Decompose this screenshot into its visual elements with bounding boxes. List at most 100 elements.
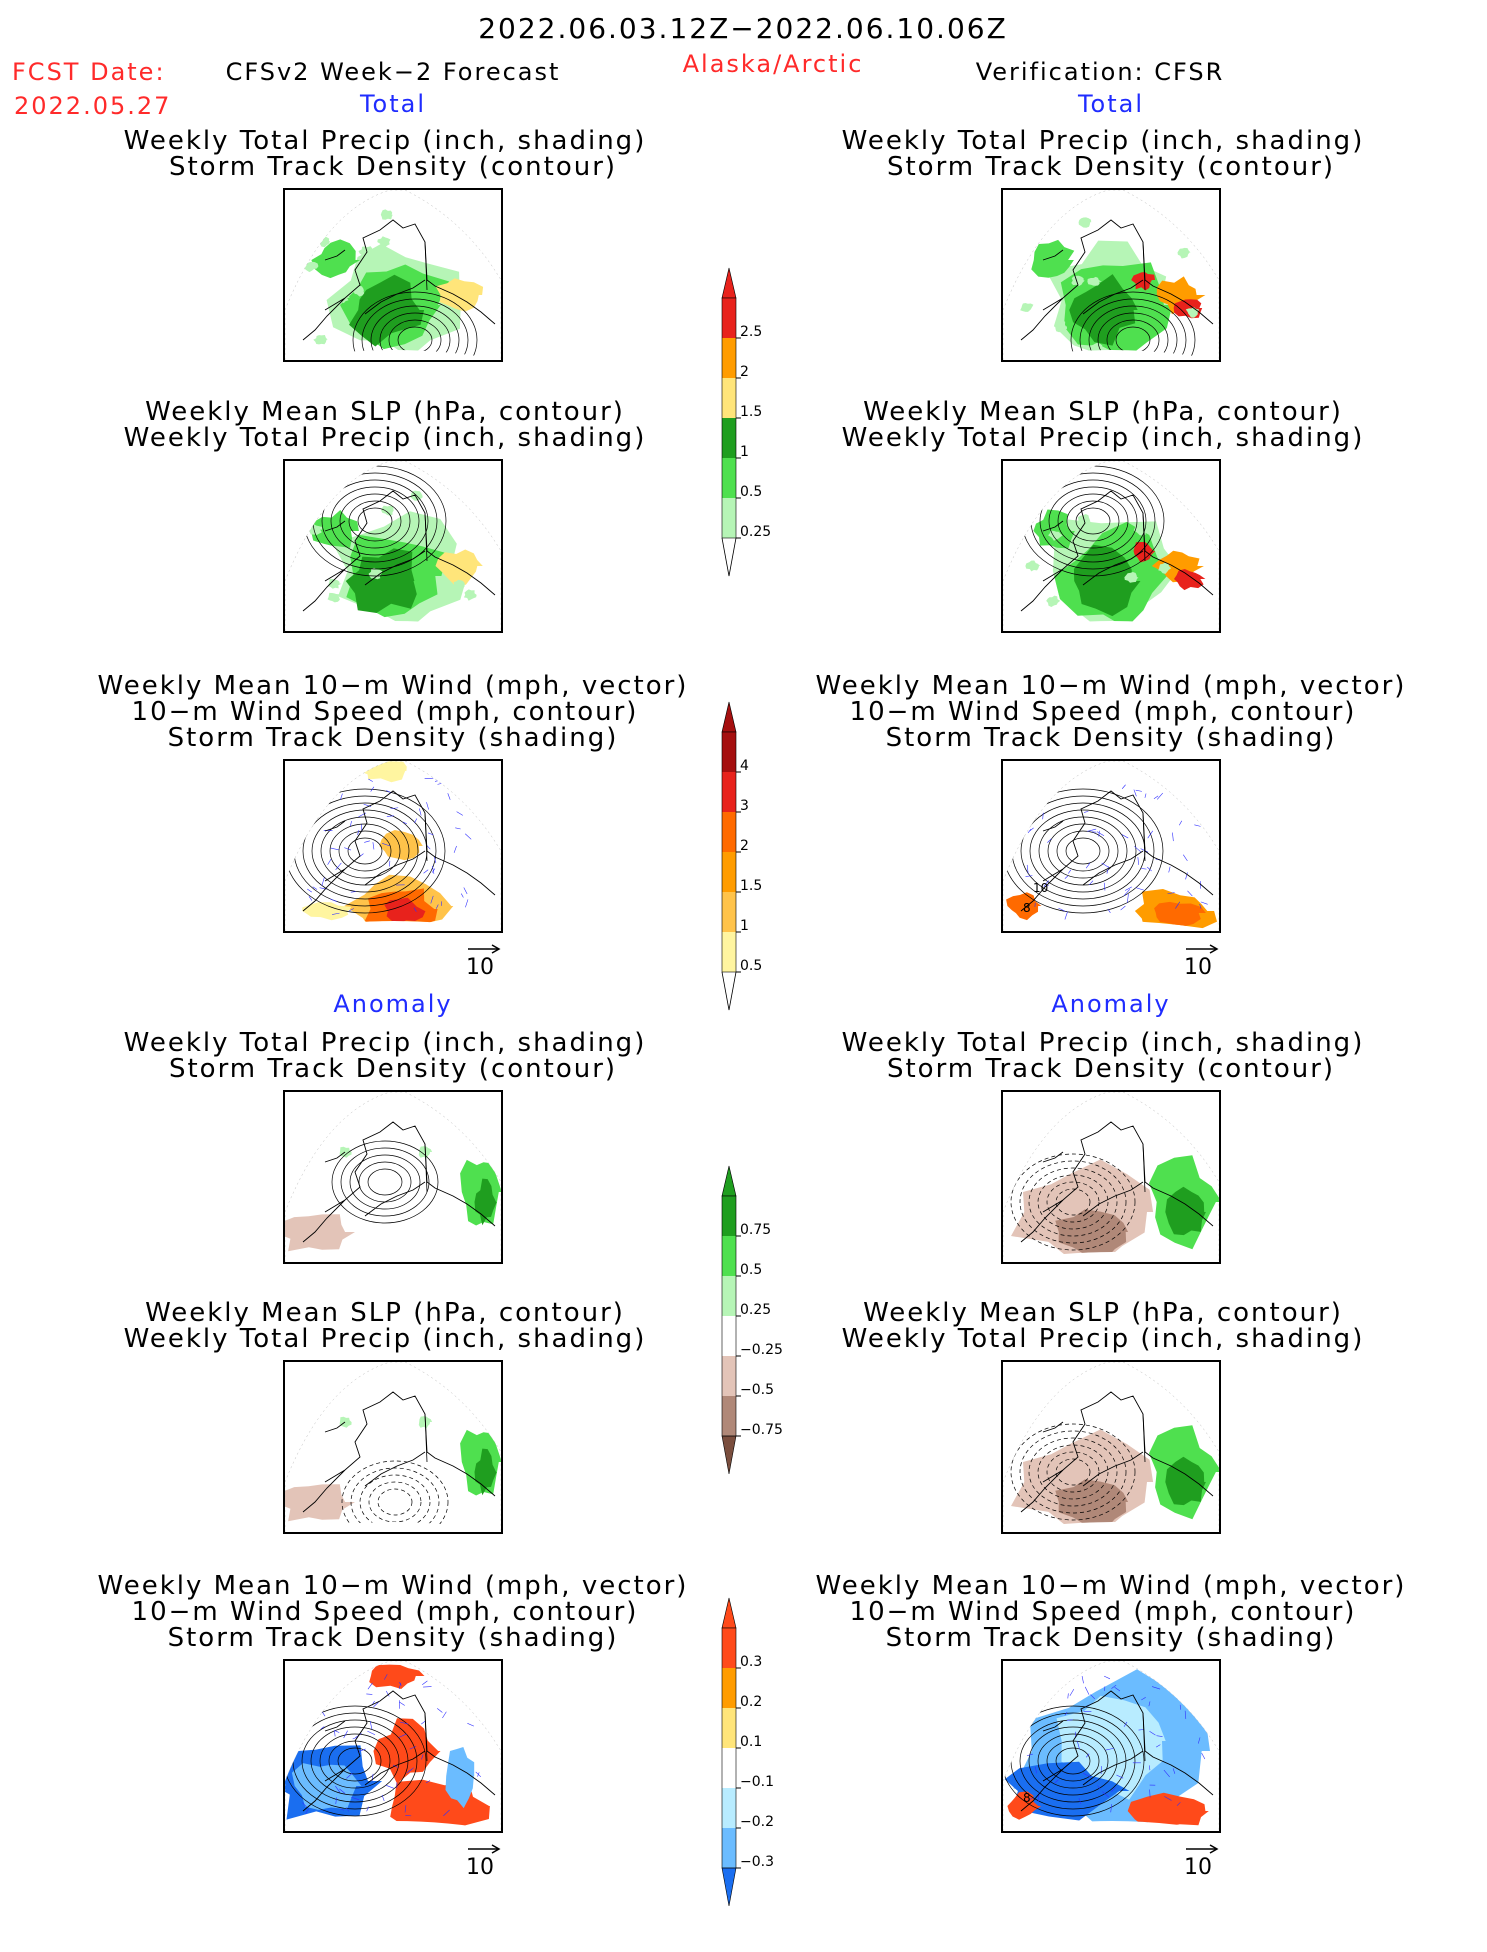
contour-line (339, 831, 391, 871)
section-total-verification: Total (1078, 90, 1144, 118)
colorbar-svg: 0.30.20.1−0.1−0.2−0.3 (722, 1598, 822, 1948)
wind-vector (465, 899, 468, 907)
shaded-area (1178, 248, 1191, 259)
map-canvas (285, 1661, 501, 1831)
title-wind-vf-2: 10−m Wind Speed (mph, contour) (850, 699, 1357, 725)
wind-vector (1201, 902, 1208, 904)
colorbar-swatch (722, 852, 736, 892)
vector-reference-label: 10 (1184, 1855, 1212, 1880)
map-wind-storm-anomaly-verification: 8 (1001, 1659, 1221, 1833)
wind-vector (312, 796, 314, 802)
shaded-area (340, 1417, 352, 1428)
contour-line (1048, 824, 1118, 878)
section-anomaly-forecast: Anomaly (333, 990, 452, 1018)
region-label: Alaska/Arctic (683, 50, 864, 78)
wind-vector (364, 841, 370, 843)
wind-vector (353, 1738, 357, 1739)
section-total-forecast: Total (360, 90, 426, 118)
shaded-area (464, 589, 477, 600)
colorbar-swatch (722, 338, 736, 378)
map-canvas (1003, 1661, 1219, 1831)
colorbar-label: 0.25 (740, 524, 771, 540)
wind-vector (1187, 891, 1192, 896)
wind-vector (1107, 866, 1109, 873)
map-wind-storm-total-verification: 10 8 (1001, 759, 1221, 933)
wind-vector (448, 793, 450, 799)
title-precip-storm-vf-1: Weekly Total Precip (inch, shading) (842, 128, 1365, 154)
wind-vector (1068, 1693, 1069, 1698)
wind-vector (367, 1807, 369, 1812)
wind-vector (1172, 1675, 1175, 1681)
title-slp-precip-anom-vf-1: Weekly Mean SLP (hPa, contour) (863, 1300, 1343, 1326)
wind-vector (322, 1712, 325, 1716)
contour-line (1066, 838, 1100, 864)
wind-vector (1065, 912, 1068, 920)
wind-vector (1085, 1687, 1089, 1695)
wind-vector (351, 892, 356, 893)
colorbar-label: 0.2 (740, 1694, 762, 1710)
title-slp-precip-vf-2: Weekly Total Precip (inch, shading) (842, 425, 1365, 451)
wind-vector (1136, 888, 1144, 891)
wind-vector (1172, 794, 1176, 795)
colorbar-arrow-bottom (722, 1436, 736, 1474)
wind-vector (1171, 781, 1173, 785)
shaded-area (285, 1484, 355, 1521)
title-slp-precip-anom-vf-2: Weekly Total Precip (inch, shading) (842, 1326, 1365, 1352)
contour-line (360, 1475, 430, 1529)
shaded-area (328, 593, 340, 603)
shaded-area (1174, 569, 1205, 590)
vector-reference-anomaly-verification: 10 (1184, 1855, 1212, 1880)
wind-vector (1134, 846, 1141, 852)
contour-line (359, 1162, 411, 1202)
colorbar-label: 1.5 (740, 404, 762, 420)
wind-vector (467, 1723, 473, 1726)
wind-vector (1183, 855, 1187, 861)
wind-vector (322, 878, 324, 886)
wind-vector (1070, 1689, 1074, 1696)
wind-vector (1068, 870, 1071, 874)
colorbar-arrow-top (722, 702, 736, 732)
wind-vector (1136, 790, 1142, 791)
wind-vector (331, 848, 339, 850)
title-wind-anom-fc-3: Storm Track Density (shading) (168, 1625, 619, 1651)
shaded-area (311, 239, 360, 278)
shaded-area (390, 1780, 490, 1831)
colorbar-svg: 0.750.50.25−0.25−0.5−0.75 (722, 1166, 822, 1516)
wind-vector (324, 1687, 330, 1689)
shaded-area (369, 1665, 424, 1689)
wind-vector (372, 1774, 373, 1781)
map-canvas (285, 1362, 501, 1532)
colorbar-label: 0.25 (740, 1302, 771, 1318)
wind-vector (334, 1730, 335, 1736)
title-precip-storm-anom-fc-1: Weekly Total Precip (inch, shading) (124, 1030, 647, 1056)
wind-vector (1193, 1681, 1194, 1688)
colorbar-swatch (722, 1316, 736, 1356)
model-label: CFSv2 Week−2 Forecast (226, 58, 561, 86)
wind-vector (455, 828, 460, 829)
colorbar-svg: 2.521.510.50.25 (722, 268, 822, 578)
title-slp-precip-anom-fc-1: Weekly Mean SLP (hPa, contour) (145, 1300, 625, 1326)
wind-vector (358, 830, 360, 835)
wind-vector (326, 1696, 329, 1703)
contour-line (348, 838, 382, 864)
map-slp-precip-total-forecast (283, 459, 503, 633)
colorbar-swatch (722, 732, 736, 772)
wind-vector (424, 870, 429, 874)
colorbar-label: −0.75 (740, 1422, 783, 1438)
wind-vector (1122, 785, 1125, 789)
colorbar-swatch (722, 812, 736, 852)
colorbar-swatch (722, 1628, 736, 1668)
wind-vector (1194, 825, 1200, 827)
wind-vector (1043, 813, 1044, 819)
map-precip-storm-total-forecast (283, 188, 503, 362)
colorbar-label: 1.5 (740, 878, 762, 894)
wind-vector (442, 1712, 446, 1718)
wind-vector (422, 1681, 427, 1685)
map-canvas (1003, 1362, 1219, 1532)
wind-vector (330, 899, 337, 902)
wind-vector (470, 805, 477, 809)
title-precip-storm-anom-fc-2: Storm Track Density (contour) (169, 1056, 617, 1082)
wind-vector (1154, 796, 1158, 799)
